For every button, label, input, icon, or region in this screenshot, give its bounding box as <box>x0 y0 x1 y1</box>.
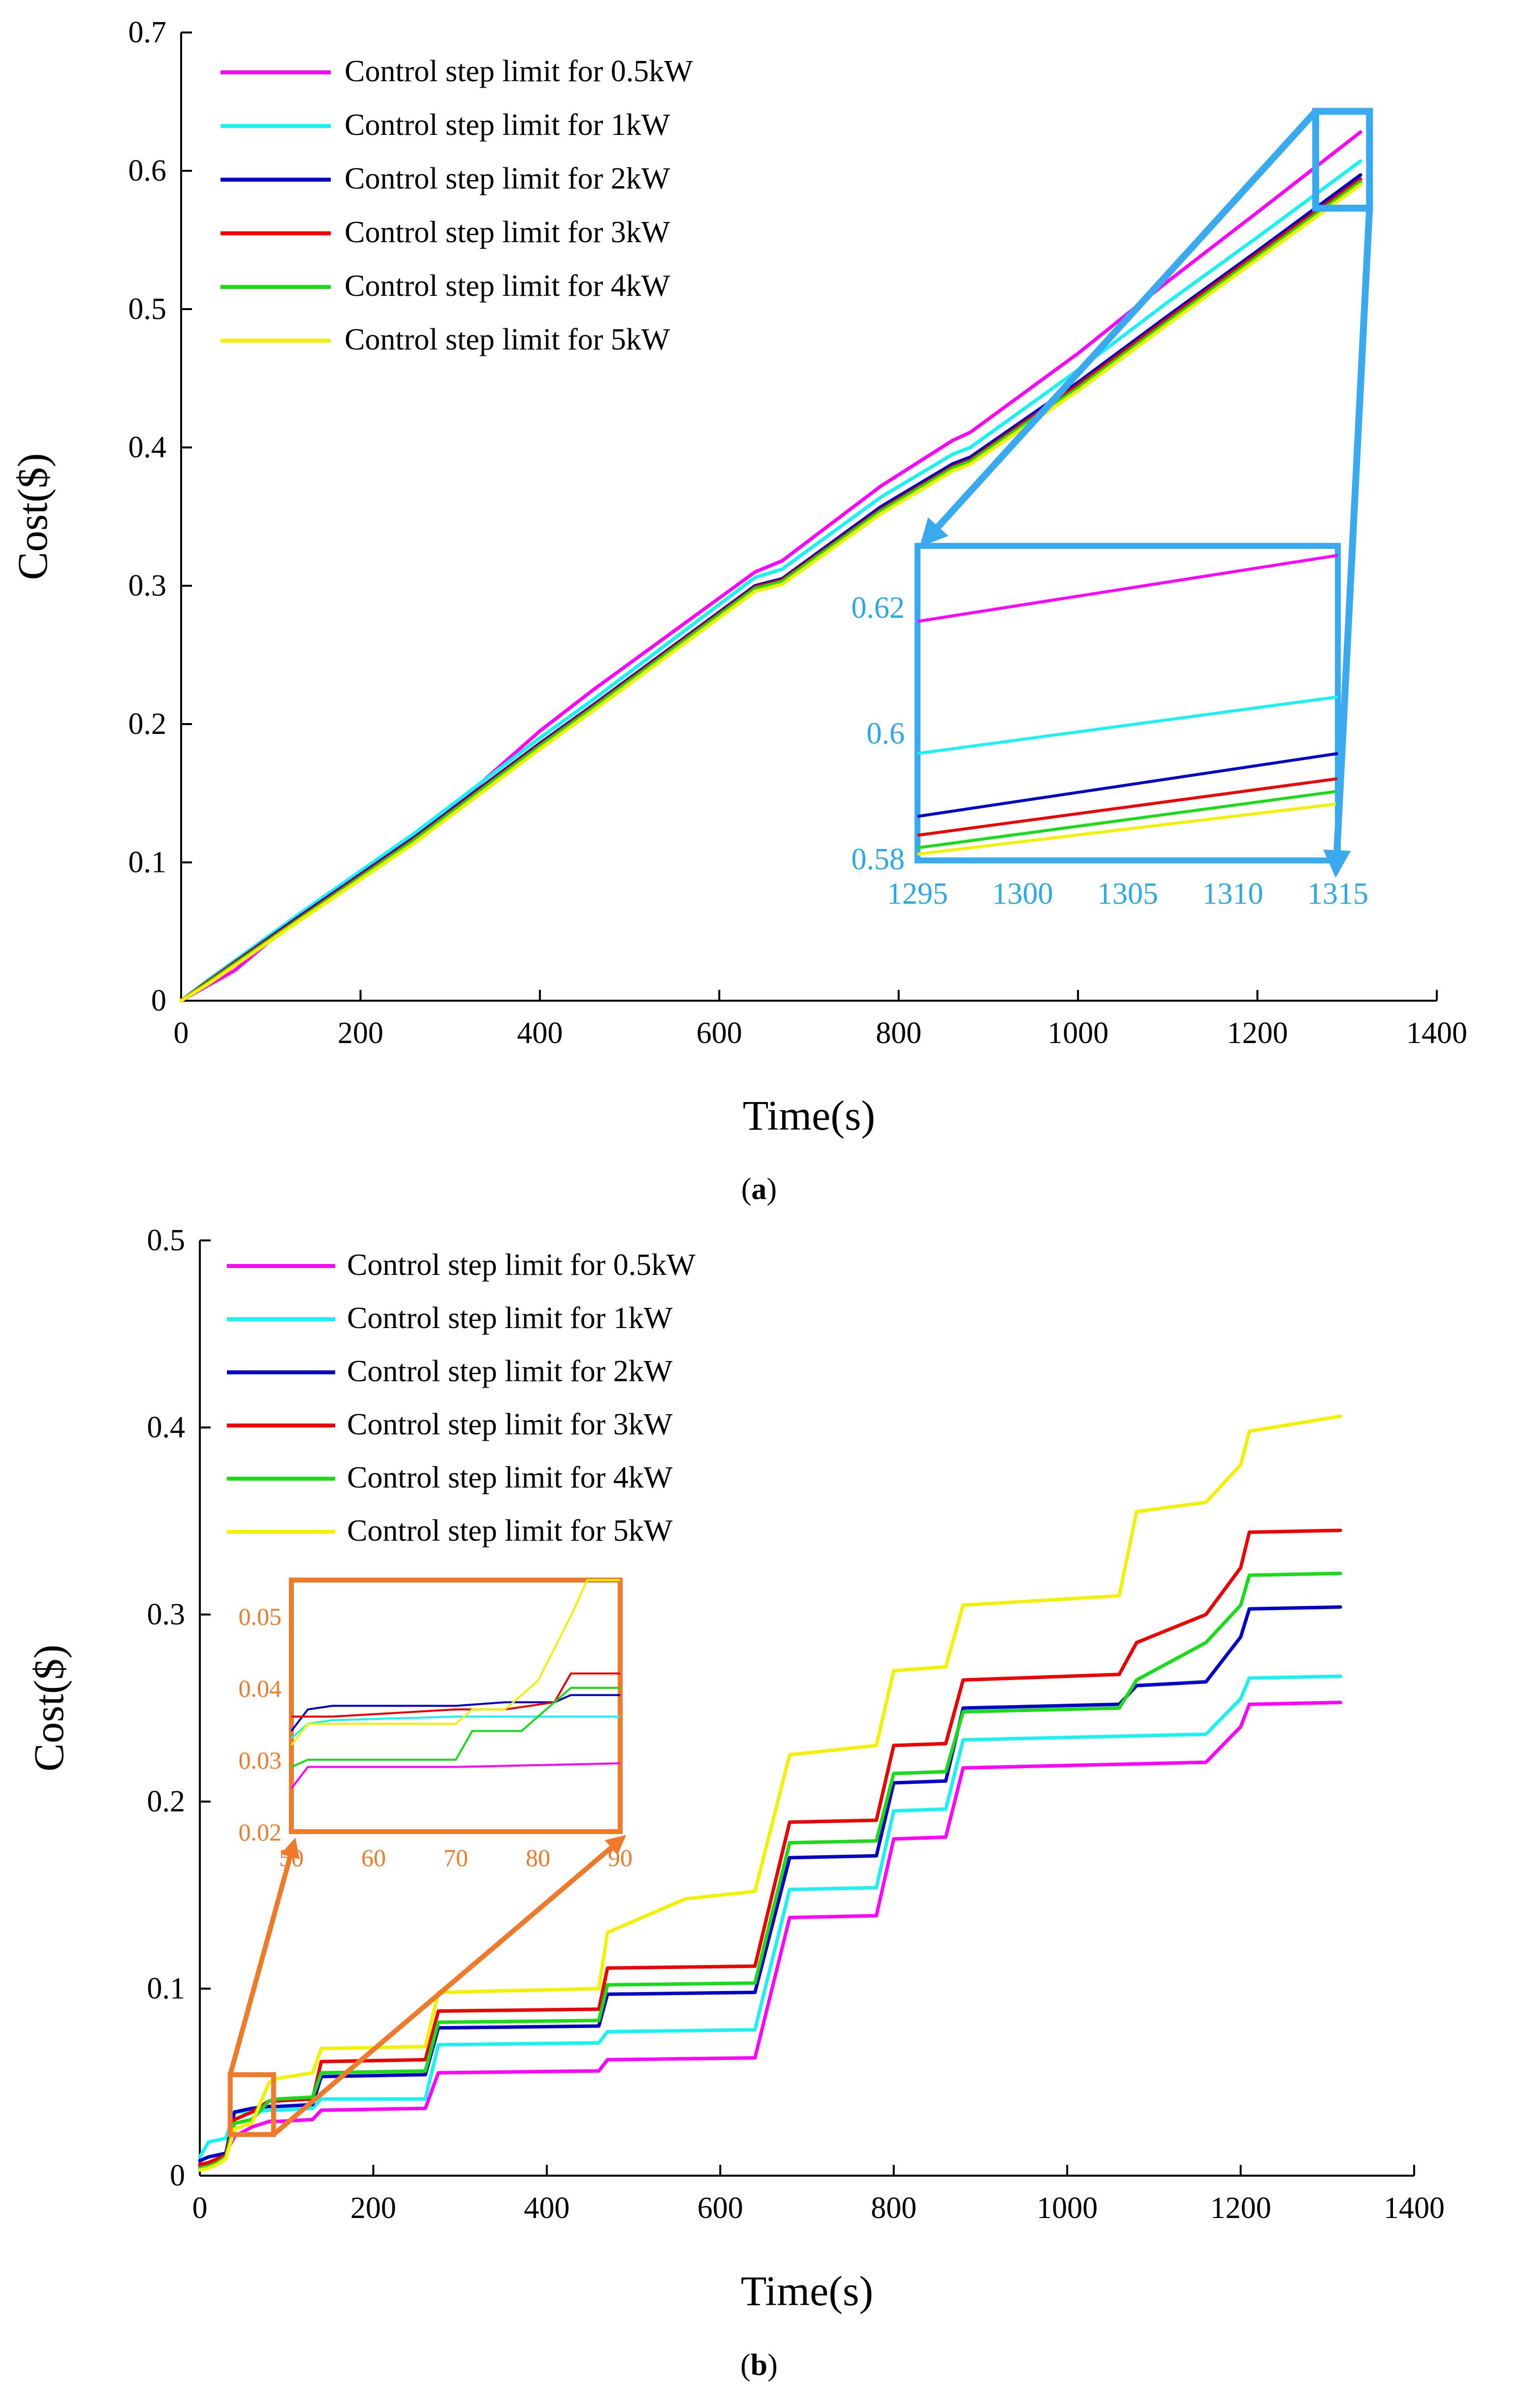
y-tick-label: 0.6 <box>128 154 167 188</box>
chart-a: 0 200 400 600 800 1000 1200 1400 0 0.1 0.2 0.3 0.4 0.… <box>9 16 1467 1206</box>
chart-b: 0 200 400 600 800 1000 1200 1400 0 0.1 0.2 0.3 0.4 0.… <box>25 1224 1445 2382</box>
caption-close-paren: ) <box>767 1172 777 1206</box>
inset-frame <box>915 543 1341 863</box>
x-tick-label: 800 <box>871 2191 917 2225</box>
caption-letter: b <box>751 2348 767 2382</box>
inset-series-line-cyan <box>917 695 1338 755</box>
caption-open-paren: ( <box>741 1172 752 1206</box>
x-tick-label: 1200 <box>1210 2191 1271 2225</box>
legend-label: Control step limit for 1kW <box>345 108 670 142</box>
zoom-connector-arrow <box>1323 208 1373 878</box>
legend-label: Control step limit for 2kW <box>347 1355 673 1388</box>
legend-label: Control step limit for 1kW <box>347 1301 673 1335</box>
x-tick-label: 400 <box>524 2191 569 2225</box>
inset-x-tick-label: 70 <box>443 1844 468 1871</box>
inset-series-line-yellow <box>917 802 1338 856</box>
x-tick-label: 200 <box>350 2191 396 2225</box>
inset-x-tick-label: 1315 <box>1307 877 1368 911</box>
inset-x-tick-label: 1305 <box>1097 877 1158 911</box>
legend-label: Control step limit for 3kW <box>347 1408 673 1441</box>
inset-x-tick-label: 60 <box>361 1844 386 1871</box>
caption-close-paren: ) <box>767 2348 778 2382</box>
inset-y-tick-label: 0.04 <box>239 1675 282 1702</box>
x-axis-label: Time(s) <box>743 1092 875 1139</box>
x-tick-label: 1000 <box>1037 2191 1098 2225</box>
zoom-connector-arrow <box>227 1838 300 2076</box>
legend-label: Control step limit for 5kW <box>345 323 670 356</box>
y-tick-label: 0.5 <box>147 1224 186 1257</box>
series-line-red <box>198 1528 1342 2166</box>
inset-y-tick-label: 0.05 <box>239 1603 282 1630</box>
inset-y-tick-label: 0.58 <box>852 843 905 876</box>
x-tick-label: 400 <box>517 1016 563 1050</box>
legend-label: Control step limit for 4kW <box>347 1461 673 1494</box>
inset-x-tick-label: 80 <box>526 1844 550 1871</box>
inset-y-tick-label: 0.62 <box>852 591 905 625</box>
y-tick-label: 0.3 <box>128 569 167 602</box>
inset-series-line-cyan <box>290 1715 620 1739</box>
x-tick-label: 600 <box>696 1016 742 1050</box>
series-line-yellow <box>179 183 1362 1003</box>
y-tick-label: 0.2 <box>128 707 167 741</box>
inset-x-tick-label: 1300 <box>992 877 1053 911</box>
inset-x-tick-label: 1310 <box>1202 877 1264 911</box>
zoom-connector-arrow <box>919 109 1319 547</box>
x-tick-label: 1400 <box>1406 1016 1467 1050</box>
x-tick-label: 200 <box>338 1016 383 1050</box>
legend-label: Control step limit for 4kW <box>345 269 670 303</box>
x-tick-label: 1400 <box>1384 2191 1445 2225</box>
y-tick-label: 0.1 <box>128 846 167 879</box>
x-tick-label: 0 <box>174 1016 189 1050</box>
y-tick-label: 0.4 <box>147 1411 186 1444</box>
inset-series-line-green <box>917 790 1338 850</box>
caption-open-paren: ( <box>740 2348 751 2382</box>
x-tick-label: 1000 <box>1047 1016 1108 1050</box>
y-tick-label: 0 <box>151 984 166 1017</box>
zoom-region-box <box>1312 108 1373 212</box>
inset-series-line-yellow <box>290 1579 620 1746</box>
y-tick-label: 0.1 <box>147 1972 186 2005</box>
legend-label: Control step limit for 0.5kW <box>345 55 693 88</box>
x-tick-label: 600 <box>697 2191 743 2225</box>
y-tick-label: 0.2 <box>147 1785 186 1818</box>
series-line-yellow <box>198 1414 1342 2172</box>
inset-y-tick-label: 0.02 <box>239 1818 282 1846</box>
inset-series-line-blue <box>290 1694 620 1732</box>
legend-label: Control step limit for 5kW <box>347 1514 673 1548</box>
legend-label: Control step limit for 3kW <box>345 216 670 249</box>
legend-label: Control step limit for 0.5kW <box>347 1248 696 1282</box>
x-tick-label: 0 <box>192 2191 208 2225</box>
y-tick-label: 0.7 <box>128 16 167 49</box>
y-tick-label: 0.3 <box>147 1598 186 1631</box>
y-tick-label: 0 <box>170 2159 185 2192</box>
series-line-blue <box>198 1605 1342 2163</box>
inset-y-tick-label: 0.03 <box>239 1746 282 1774</box>
x-tick-label: 800 <box>876 1016 921 1050</box>
y-axis-label: Cost($) <box>9 453 56 580</box>
legend-label: Control step limit for 2kW <box>345 162 670 195</box>
inset-series-line-red <box>917 777 1338 837</box>
inset-series-line-blue <box>917 752 1338 818</box>
zoom-connector-arrow <box>272 1835 627 2137</box>
caption-letter: a <box>752 1172 767 1206</box>
y-tick-label: 0.4 <box>128 431 167 464</box>
inset-y-tick-label: 0.6 <box>867 717 905 750</box>
x-tick-label: 1200 <box>1227 1016 1288 1050</box>
x-axis-label: Time(s) <box>741 2267 873 2314</box>
y-tick-label: 0.5 <box>128 292 167 326</box>
series-line-cyan <box>179 159 1362 1003</box>
figure-caption: (a) <box>741 1172 777 1206</box>
zoom-region-box <box>227 2072 276 2137</box>
inset-series-line-magenta <box>917 554 1338 623</box>
y-axis-label: Cost($) <box>25 1645 72 1772</box>
inset-x-tick-label: 1295 <box>887 877 948 911</box>
inset-series-line-magenta <box>290 1762 621 1789</box>
series-line-green <box>198 1571 1342 2170</box>
figure-caption: (b) <box>740 2348 778 2382</box>
inset-series-line-green <box>291 1687 620 1768</box>
